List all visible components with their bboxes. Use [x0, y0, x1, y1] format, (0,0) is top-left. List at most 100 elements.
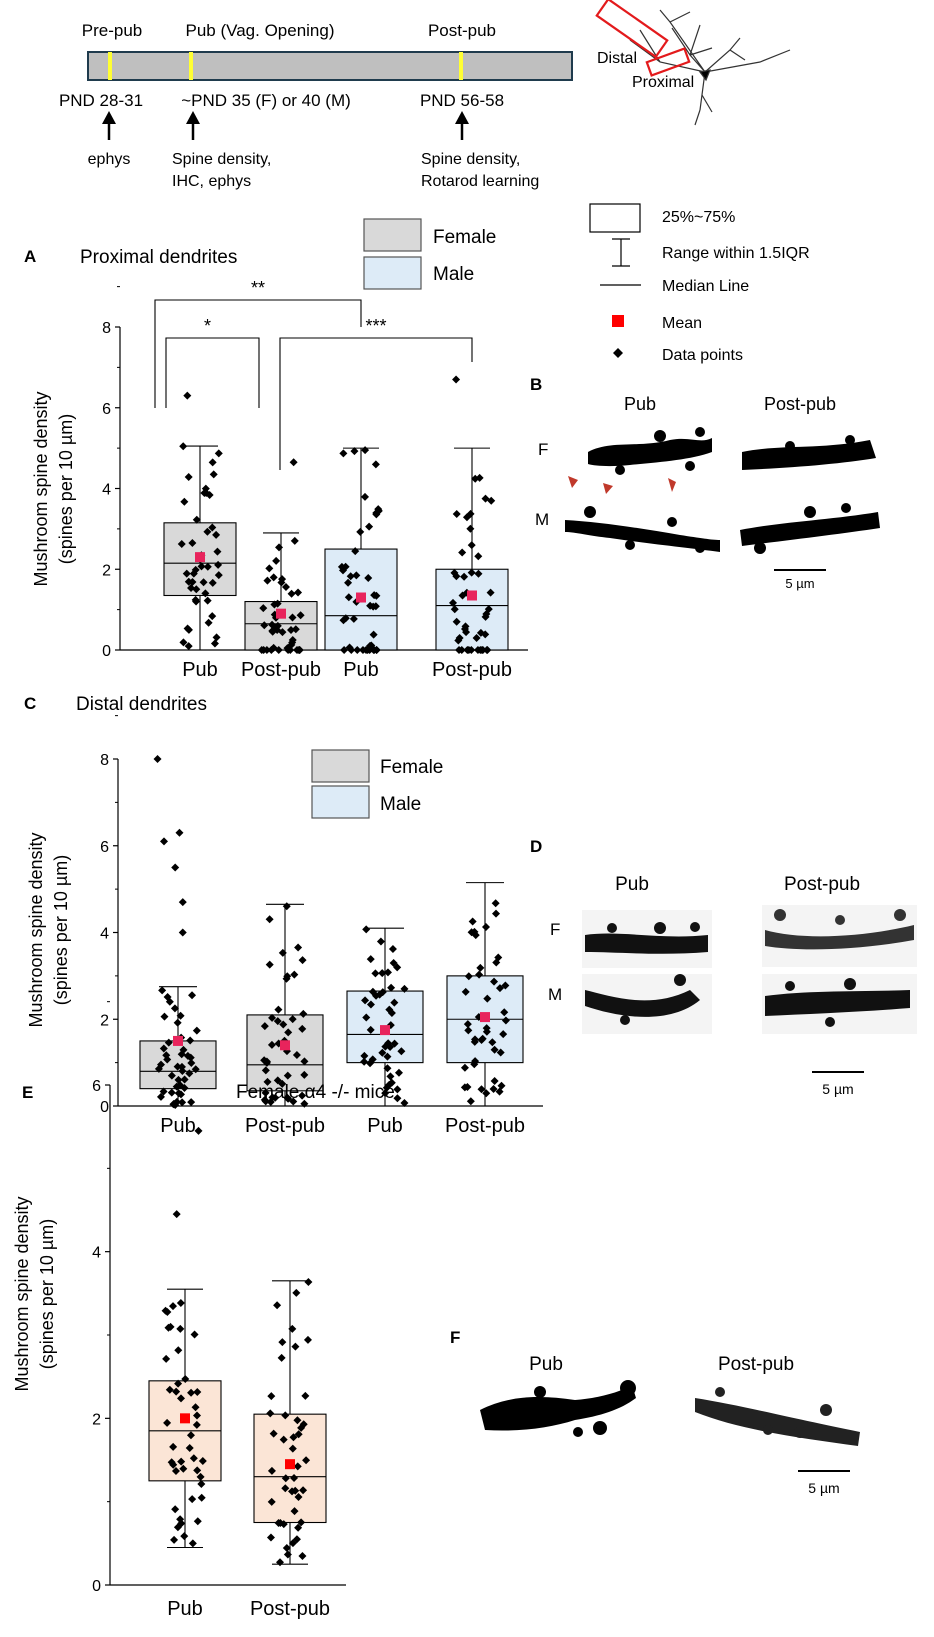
micrograph-panel-f: F Pub Post-pub 5 µm: [450, 1328, 860, 1496]
data-point: [197, 1493, 206, 1502]
data-point: [173, 1018, 182, 1027]
data-point: [186, 1431, 195, 1440]
data-point: [281, 1484, 290, 1493]
data-point: [366, 955, 375, 964]
data-point: [484, 605, 493, 614]
data-point: [470, 1037, 479, 1046]
data-point: [177, 1457, 186, 1466]
row-label-m: M: [535, 510, 549, 529]
scale-label: 5 µm: [808, 1480, 839, 1496]
data-point: [201, 589, 210, 598]
data-point: [281, 1411, 290, 1420]
y-tick-label: 2: [102, 562, 111, 579]
data-point: [281, 582, 290, 591]
data-point: [293, 1462, 302, 1471]
data-point: [470, 927, 479, 936]
data-point: [273, 1076, 282, 1085]
legend-female-swatch: [311, 749, 370, 783]
timeline-marker-postpub: [459, 52, 463, 80]
data-point: [500, 1008, 509, 1017]
data-point: [194, 1126, 203, 1135]
significance-bracket: [154, 299, 362, 408]
data-point: [283, 1071, 292, 1080]
significance-bracket: [165, 337, 260, 408]
data-point: [161, 1306, 170, 1315]
data-point: [489, 1085, 498, 1094]
data-point: [467, 541, 476, 550]
data-point: [172, 1082, 181, 1091]
mean-marker: [280, 1040, 290, 1051]
data-point: [174, 1379, 183, 1388]
data-point: [276, 1558, 285, 1567]
data-point: [168, 1302, 177, 1311]
data-point: [393, 963, 402, 972]
timeline: Pre-pub Pub (Vag. Opening) Post-pub PND …: [59, 21, 573, 190]
data-point: [208, 523, 217, 532]
data-point: [184, 473, 193, 482]
x-tick-label: Pub: [167, 1598, 203, 1620]
timeline-label-postpub: Post-pub: [428, 21, 496, 40]
data-point: [262, 1058, 271, 1067]
y-tick-label: 4: [92, 1245, 101, 1262]
legend-range-label: Range within 1.5IQR: [662, 245, 810, 262]
data-point: [269, 643, 278, 652]
data-point: [159, 837, 168, 846]
data-point: [193, 1411, 202, 1420]
data-point: [366, 601, 375, 610]
data-point: [376, 937, 385, 946]
data-point: [460, 572, 469, 581]
y-axis-label-line1: Mushroom spine density: [31, 391, 51, 586]
data-point: [164, 1038, 173, 1047]
chart-title: Distal dendrites: [76, 694, 207, 715]
col-label-postpub: Post-pub: [718, 1354, 794, 1375]
data-point: [176, 1090, 185, 1099]
data-point: [298, 1091, 307, 1100]
data-point: [344, 578, 353, 587]
data-point: [278, 628, 287, 637]
data-point: [278, 1338, 287, 1347]
data-point: [261, 1066, 270, 1075]
data-point: [292, 1050, 301, 1059]
timeline-marker-prepub: [108, 52, 112, 80]
significance-bracket: [279, 337, 473, 470]
data-point: [372, 991, 381, 1000]
data-point: [471, 474, 480, 483]
data-point: [200, 488, 209, 497]
data-point: [390, 1039, 399, 1048]
data-point: [193, 1388, 202, 1397]
timeline-note-pub-1: Spine density,: [172, 151, 271, 168]
data-point: [341, 614, 350, 623]
data-point: [365, 641, 374, 650]
data-point: [191, 565, 200, 574]
data-point: [501, 1016, 510, 1025]
data-point: [371, 969, 380, 978]
data-point: [483, 994, 492, 1003]
data-point: [352, 571, 361, 580]
dendrite-image-pub: [480, 1385, 636, 1431]
data-point: [182, 569, 191, 578]
data-point: [499, 1030, 508, 1039]
data-point: [298, 1024, 307, 1033]
arrowhead-icon: [668, 478, 676, 492]
data-point: [299, 1009, 308, 1018]
data-point: [197, 562, 206, 571]
data-point: [371, 602, 380, 611]
data-point: [261, 1097, 270, 1106]
data-point: [450, 568, 459, 577]
data-point: [185, 1443, 194, 1452]
timeline-pnd-prepub: PND 28-31: [59, 91, 143, 110]
data-point: [300, 1099, 309, 1108]
data-point: [176, 1515, 185, 1524]
data-point: [176, 1298, 185, 1307]
y-tick-label: 4: [100, 926, 109, 943]
data-point: [460, 1063, 469, 1072]
data-point: [267, 1040, 276, 1049]
col-label-pub: Pub: [529, 1354, 563, 1375]
data-point: [284, 1028, 293, 1037]
dendrite-image-f-postpub: [742, 440, 876, 470]
data-point: [196, 1472, 205, 1481]
data-point: [361, 492, 370, 501]
arrowhead-icon: [568, 476, 578, 488]
data-point: [383, 1052, 392, 1061]
